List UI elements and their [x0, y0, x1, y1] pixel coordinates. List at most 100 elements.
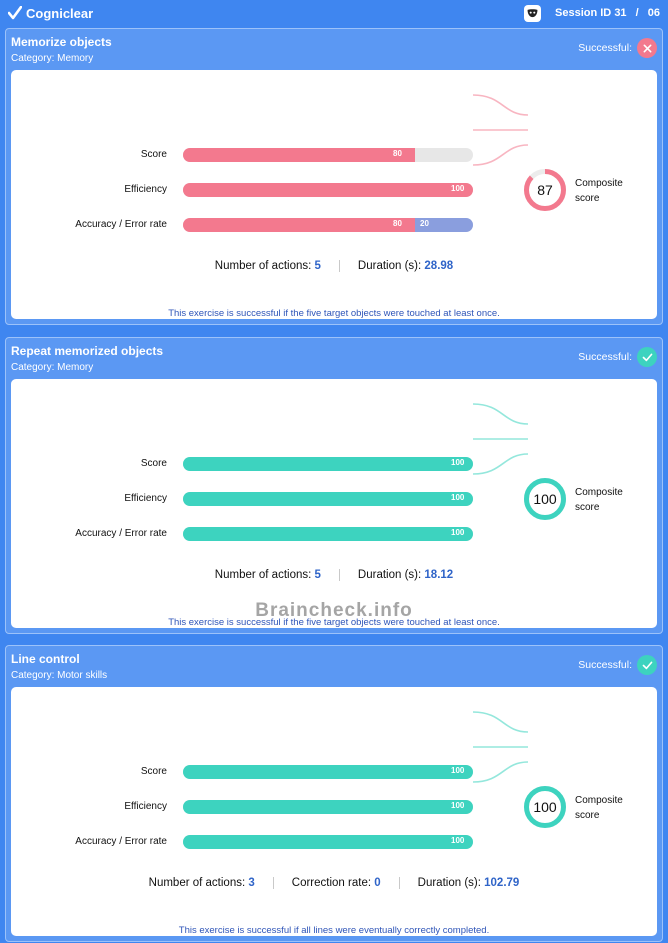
composite-score-label: Composite score — [575, 485, 623, 515]
composite-label-line-2: score — [575, 502, 600, 513]
score-bar-value: 100 — [451, 766, 465, 775]
metric-row-label: Score — [140, 458, 167, 469]
score-bar-value: 100 — [451, 184, 465, 193]
composite-score-ring — [524, 786, 566, 828]
success-criteria-note: This exercise is successful if the five … — [168, 617, 500, 628]
session-total: 06 — [647, 7, 660, 19]
composite-label-line-1: Composite — [575, 795, 623, 806]
score-bar: 100 — [183, 183, 473, 197]
session-separator: / — [635, 7, 639, 19]
metric-value: 5 — [314, 569, 321, 581]
score-bar: 100 — [183, 765, 473, 779]
exercise-category: Category: Memory — [11, 362, 94, 373]
success-check-icon — [637, 655, 657, 675]
score-bar-fill — [183, 800, 473, 814]
exercise-panel: Repeat memorized objects Category: Memory… — [5, 337, 663, 634]
connector-lines — [473, 711, 529, 783]
success-criteria-note: This exercise is successful if all lines… — [178, 925, 490, 936]
checkmark-logo-icon — [8, 6, 22, 20]
metric-value: 0 — [374, 877, 381, 889]
metric-row-label: Efficiency — [124, 801, 167, 812]
score-bar-fill — [183, 527, 473, 541]
status-label: Successful: — [578, 42, 632, 54]
success-check-icon — [637, 347, 657, 367]
metric-label: Number of actions: — [214, 569, 312, 581]
metric-item: Duration (s): 102.79 — [398, 877, 538, 889]
score-bar: 80 — [183, 148, 473, 162]
score-bar: 80 20 — [183, 218, 473, 232]
metric-row-label: Efficiency — [124, 493, 167, 504]
connector-lines — [473, 94, 529, 166]
status-indicator: Successful: — [578, 347, 657, 367]
score-bar-fill — [183, 492, 473, 506]
metrics-row: Number of actions: 5 Duration (s): 18.12 — [11, 569, 657, 581]
composite-score-value: 100 — [533, 491, 557, 507]
mask-icon[interactable] — [524, 4, 541, 22]
app-name: Cogniclear — [26, 5, 94, 21]
score-bar: 100 — [183, 835, 473, 849]
composite-label-line-2: score — [575, 810, 600, 821]
metric-item: Correction rate: 0 — [272, 877, 399, 889]
metric-item: Duration (s): 28.98 — [338, 260, 471, 272]
score-bar-fill — [183, 183, 473, 197]
exercise-card: Score 100 Efficiency 100 Accuracy / Error ra… — [11, 687, 657, 936]
exercise-title: Repeat memorized objects — [11, 344, 164, 358]
score-bar-fill — [183, 765, 473, 779]
exercise-card: Score 100 Efficiency 100 Accuracy / Error ra… — [11, 379, 657, 628]
score-bar-value: 100 — [451, 493, 465, 502]
metric-item: Duration (s): 18.12 — [338, 569, 471, 581]
status-indicator: Successful: — [578, 38, 657, 58]
metric-label: Number of actions: — [148, 877, 246, 889]
metric-item: Number of actions: 5 — [197, 569, 339, 581]
fail-x-icon — [637, 38, 657, 58]
score-bar-fill — [183, 218, 415, 232]
score-bar: 100 — [183, 800, 473, 814]
metric-value: 102.79 — [484, 877, 520, 889]
metrics-row: Number of actions: 3 Correction rate: 0 Du… — [11, 877, 657, 889]
composite-label-line-1: Composite — [575, 487, 623, 498]
metric-row-label: Score — [140, 766, 167, 777]
exercise-panel: Memorize objects Category: Memory Successf… — [5, 28, 663, 325]
session-id: 31 — [614, 7, 627, 19]
metric-value: 18.12 — [424, 569, 454, 581]
composite-score-label: Composite score — [575, 176, 623, 206]
watermark: Braincheck.info — [255, 600, 413, 621]
exercise-title: Line control — [11, 652, 80, 666]
exercise-card: Score 80 Efficiency 100 Accuracy / Error rat… — [11, 70, 657, 319]
composite-score-value: 87 — [537, 182, 553, 198]
composite-label-line-1: Composite — [575, 178, 623, 189]
app-logo: Cogniclear — [8, 6, 93, 21]
status-indicator: Successful: — [578, 655, 657, 675]
exercise-title: Memorize objects — [11, 35, 112, 49]
exercise-panel: Line control Category: Motor skills Succes… — [5, 645, 663, 942]
composite-label-line-2: score — [575, 193, 600, 204]
status-label: Successful: — [578, 351, 632, 363]
metric-row-label: Efficiency — [124, 184, 167, 195]
success-criteria-note: This exercise is successful if the five … — [168, 308, 500, 319]
composite-score-ring — [524, 478, 566, 520]
score-bar-fill — [183, 457, 473, 471]
error-rate-fill: 20 — [415, 218, 473, 232]
score-bar-fill — [183, 835, 473, 849]
metric-label: Duration (s): — [357, 569, 422, 581]
score-bar-value: 100 — [451, 458, 465, 467]
composite-score-value: 100 — [533, 799, 557, 815]
score-bar-value: 100 — [451, 528, 465, 537]
exercise-category: Category: Memory — [11, 53, 94, 64]
composite-score-label: Composite score — [575, 793, 623, 823]
metric-label: Duration (s): — [357, 260, 422, 272]
metrics-row: Number of actions: 5 Duration (s): 28.98 — [11, 260, 657, 272]
error-rate-value: 20 — [420, 219, 429, 228]
score-bar-value: 100 — [451, 801, 465, 810]
metric-label: Duration (s): — [417, 877, 481, 889]
session-indicator: Session ID 31 / 06 — [555, 7, 660, 19]
metric-row-label: Score — [140, 149, 167, 160]
metric-value: 5 — [314, 260, 321, 272]
score-bar-value: 80 — [393, 219, 402, 228]
status-label: Successful: — [578, 659, 632, 671]
score-bar-value: 80 — [393, 149, 402, 158]
metric-item: Number of actions: 3 — [131, 877, 273, 889]
metric-row-label: Accuracy / Error rate — [75, 836, 167, 847]
score-bar-fill — [183, 148, 415, 162]
metric-row-label: Accuracy / Error rate — [75, 528, 167, 539]
